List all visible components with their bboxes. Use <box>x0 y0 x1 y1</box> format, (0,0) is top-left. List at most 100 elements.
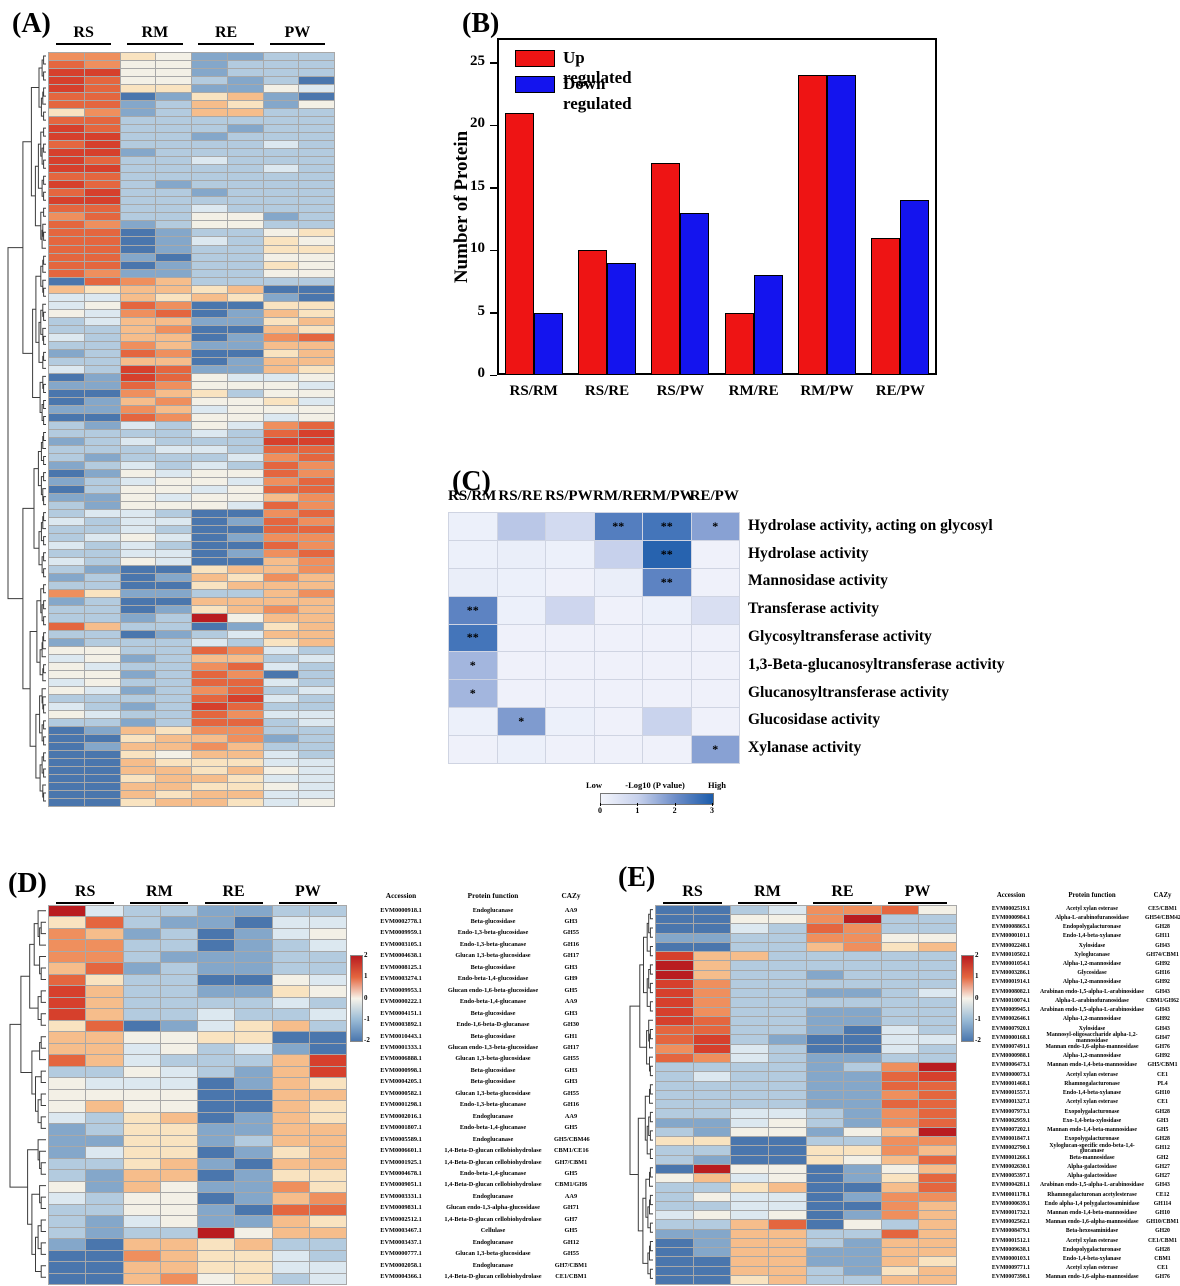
protein-function: Alpha-1,2-mannosidase <box>1062 1053 1122 1060</box>
heatmap-cell <box>192 253 227 261</box>
heatmap-cell <box>919 906 956 915</box>
heatmap-cell <box>192 189 227 197</box>
gene-table-row: EVM0009831.1 Glucan endo-1,3-alpha-glucos… <box>370 1203 588 1214</box>
heatmap-cell <box>693 1063 731 1072</box>
heatmap-cell <box>731 1127 768 1137</box>
heatmap-cell <box>299 365 334 373</box>
heatmap-cell <box>919 1137 956 1146</box>
heatmap-cell <box>84 77 120 85</box>
heatmap-cell <box>299 726 334 734</box>
heatmap-cell <box>156 462 191 470</box>
heatmap-cell <box>263 373 299 381</box>
heatmap-cell <box>156 165 191 173</box>
enrichment-cell <box>546 540 594 568</box>
heatmap-cell <box>299 333 334 341</box>
heatmap-cell <box>86 951 123 963</box>
heatmap-cell <box>49 718 84 726</box>
x-axis-category-label: RS/PW <box>656 383 705 399</box>
heatmap-cell <box>160 1032 197 1043</box>
heatmap-cell <box>84 614 120 622</box>
heatmap-cell <box>192 662 227 670</box>
heatmap-cell <box>299 566 334 574</box>
heatmap-cell <box>123 1112 160 1124</box>
heatmap-cell <box>86 1204 123 1216</box>
heatmap-cell <box>881 1137 919 1146</box>
heatmap-cell <box>919 924 956 933</box>
gene-table-row: EVM0004678.1 Endo-beta-1,4-glucanase GH5 <box>370 1168 588 1179</box>
heatmap-cell <box>227 566 263 574</box>
gene-accession: EVM0001178.1 <box>992 1191 1030 1198</box>
heatmap-cell <box>198 1055 235 1066</box>
gene-accession: EVM0000998.1 <box>380 1066 422 1074</box>
heatmap-cell <box>263 694 299 702</box>
heatmap-cell <box>768 1063 806 1072</box>
heatmap-cell <box>731 1118 768 1127</box>
heatmap-cell <box>49 702 84 710</box>
heatmap-cell <box>120 389 156 397</box>
panel-c-column-header: RE/PW <box>689 488 739 504</box>
heatmap-cell <box>263 750 299 758</box>
heatmap-cell <box>156 157 191 165</box>
panel-a-header-re: RE <box>191 24 262 45</box>
heatmap-cell <box>263 341 299 349</box>
heatmap-cell <box>844 1090 881 1100</box>
heatmap-cell <box>192 622 227 630</box>
heatmap-cell <box>263 470 299 478</box>
heatmap-cell <box>120 53 156 61</box>
gene-table-row: EVM0009953.1 Glucan endo-1,6-beta-glucosi… <box>370 985 588 996</box>
heatmap-cell <box>806 1192 844 1201</box>
heatmap-cell <box>156 718 191 726</box>
heatmap-cell <box>192 301 227 309</box>
panel-a-header-rs: RS <box>48 24 119 45</box>
gene-table-row: EVM0002058.1 Endoglucanase GH7/CBM1 <box>370 1260 588 1271</box>
heatmap-cell <box>309 1089 346 1101</box>
heatmap-cell <box>768 1053 806 1063</box>
protein-function: Acetyl xylan esterase <box>1066 1099 1118 1106</box>
gene-accession: EVM0010502.1 <box>991 951 1031 958</box>
heatmap-cell <box>693 915 731 924</box>
heatmap-cell <box>49 566 84 574</box>
heatmap-cell <box>299 53 334 61</box>
heatmap-cell <box>299 798 334 806</box>
heatmap-cell <box>299 686 334 694</box>
enrichment-row-label: Hydrolase activity, acting on glycosyl <box>748 516 993 534</box>
enrichment-cell <box>497 513 545 540</box>
protein-function: 1,4-Beta-D-glucan cellobiohydrolase <box>444 1215 542 1223</box>
heatmap-cell <box>299 381 334 389</box>
heatmap-cell <box>768 989 806 998</box>
heatmap-cell <box>299 606 334 614</box>
gene-table-row: EVM0006601.1 1,4-Beta-D-glucan cellobiohy… <box>370 1146 588 1157</box>
colorbar-tick-label: 2 <box>364 951 368 959</box>
heatmap-cell <box>156 237 191 245</box>
heatmap-cell <box>192 381 227 389</box>
up-regulated-bar-rm-pw <box>798 75 827 375</box>
enrichment-row-label: Glucosidase activity <box>748 711 881 729</box>
heatmap-cell <box>656 989 693 998</box>
heatmap-cell <box>49 963 86 974</box>
heatmap-cell <box>299 261 334 269</box>
heatmap-cell <box>309 963 346 974</box>
heatmap-cell <box>272 1101 309 1112</box>
heatmap-cell <box>299 558 334 566</box>
cazy-family: GH114 <box>1153 1200 1172 1207</box>
cazy-family: GH5 <box>564 1170 578 1178</box>
heatmap-cell <box>227 446 263 454</box>
heatmap-cell <box>806 1275 844 1284</box>
heatmap-cell <box>235 1089 272 1101</box>
column-group-underline <box>278 902 337 904</box>
heatmap-cell <box>768 998 806 1007</box>
heatmap-cell <box>656 1266 693 1275</box>
heatmap-cell <box>299 229 334 237</box>
heatmap-cell <box>227 550 263 558</box>
heatmap-cell <box>120 726 156 734</box>
enrichment-row-label: Hydrolase activity <box>748 544 869 562</box>
heatmap-grid <box>48 905 347 1285</box>
heatmap-cell <box>123 974 160 986</box>
enrichment-cell <box>546 680 594 708</box>
heatmap-cell <box>263 646 299 654</box>
heatmap-cell <box>309 1170 346 1181</box>
heatmap-cell <box>768 915 806 924</box>
heatmap-cell <box>235 1066 272 1078</box>
heatmap-cell <box>84 429 120 438</box>
heatmap-cell <box>263 710 299 718</box>
